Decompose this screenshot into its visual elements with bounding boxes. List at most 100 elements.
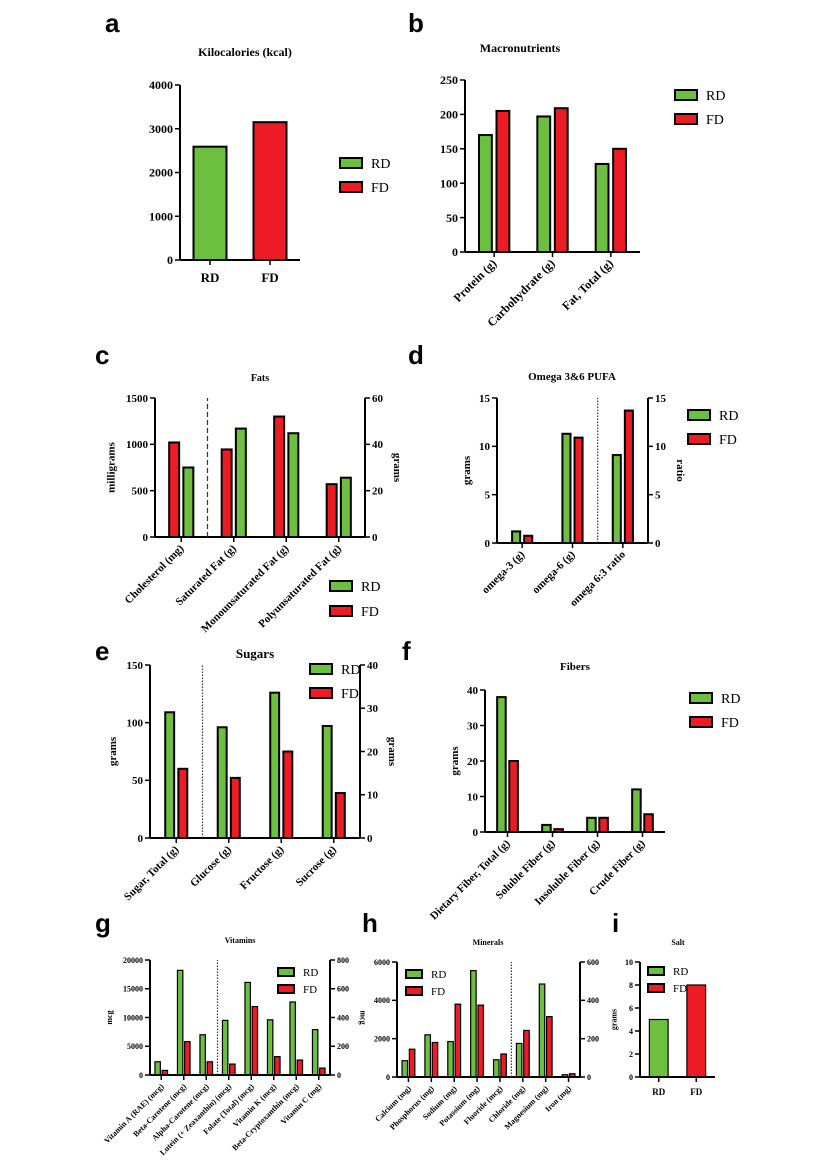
y-tick-label: 20 — [467, 756, 479, 768]
y-tick-label: 500 — [132, 486, 149, 498]
chart-title: Kilocalories (kcal) — [198, 45, 292, 59]
y-tick-label: 10 — [625, 958, 633, 967]
y-axis-label: grams — [107, 736, 119, 766]
bar-RD-4 — [221, 1019, 229, 1076]
y2-axis-label: grams — [391, 453, 403, 483]
bar-RD-3 — [586, 816, 597, 833]
y2-tick-label: 20 — [372, 486, 384, 498]
y2-tick-label: 20 — [367, 746, 379, 758]
legend-label-RD: RD — [341, 663, 360, 678]
y-tick-label: 0 — [143, 532, 149, 544]
x-tick-label: Sugar, Total (g) — [122, 843, 182, 903]
bar-RD-3 — [269, 691, 281, 839]
y2-tick-label: 0 — [337, 1071, 341, 1080]
bar-FD-2 — [431, 1041, 439, 1078]
bar-FD-2 — [184, 1041, 191, 1076]
bar-RD-2 — [686, 984, 707, 1078]
bar-RD-1 — [154, 1061, 161, 1076]
x-tick-label: Fat, Total (g) — [559, 256, 616, 313]
chart-e: Sugars Sugar, Total (g) Glucose (g) Fructos… — [107, 646, 398, 903]
bar-RD-7 — [538, 983, 546, 1078]
bar-RD-4 — [631, 788, 642, 834]
x-tick-label: FD — [261, 270, 278, 285]
chart-a: Kilocalories (kcal) RD FD 0 1000 2000 3000 4000… — [149, 45, 390, 285]
y2-tick-label: 400 — [337, 1013, 349, 1022]
bar-RD-2 — [176, 969, 184, 1076]
y-tick-label: 6 — [629, 1004, 633, 1013]
y-tick-label: 5 — [485, 490, 491, 502]
bar-FD-5 — [251, 1005, 259, 1076]
bar-RD-1 — [192, 145, 228, 261]
bar-RD-3 — [199, 1034, 206, 1076]
bar-FD-4 — [477, 1004, 485, 1078]
bar-RD-1 — [182, 466, 195, 538]
legend-label-FD: FD — [341, 687, 359, 702]
y-tick-label: 0 — [139, 1071, 143, 1080]
y-tick-label: 15000 — [123, 985, 143, 994]
bar-FD-1 — [408, 1048, 416, 1078]
bar-RD-5 — [244, 981, 251, 1076]
y-tick-label: 250 — [440, 73, 458, 87]
chart-title: Fats — [251, 373, 269, 384]
bar-RD-2 — [541, 823, 552, 834]
bar-RD-4 — [470, 970, 477, 1078]
bar-FD-8 — [319, 1067, 326, 1076]
y-tick-label: 100 — [440, 176, 458, 190]
bar-RD-3 — [287, 432, 300, 539]
bar-FD-4 — [643, 813, 654, 833]
y2-tick-label: 60 — [372, 393, 384, 405]
panel-label-a: a — [105, 8, 120, 38]
legend-label-RD: RD — [673, 966, 688, 978]
legend-swatch-RD — [339, 157, 363, 169]
y2-tick-label: 0 — [587, 1073, 591, 1082]
bar-FD-2 — [553, 107, 569, 254]
y-tick-label: 0 — [167, 253, 173, 267]
y2-tick-label: 600 — [337, 985, 349, 994]
x-tick-label: Dietary Fiber, Total (g) — [428, 837, 513, 922]
legend-swatch-FD — [405, 986, 423, 996]
chart-title: Macronutrients — [480, 41, 561, 55]
y-tick-label: 4000 — [374, 996, 390, 1005]
y-tick-label: 4000 — [149, 78, 173, 92]
panel-label-h: h — [362, 908, 378, 938]
bar-RD-1 — [511, 530, 522, 545]
y-tick-label: 10 — [467, 791, 479, 803]
y-tick-label: 2000 — [149, 166, 173, 180]
bar-RD-1 — [496, 696, 507, 833]
y2-tick-label: 40 — [372, 439, 384, 451]
x-tick-label: RD — [201, 270, 220, 285]
bar-FD-6 — [523, 1029, 530, 1078]
legend-swatch-RD — [674, 89, 698, 101]
bar-FD-1 — [508, 760, 519, 833]
legend-label-RD: RD — [371, 157, 390, 172]
bar-FD-2 — [573, 436, 584, 544]
y2-tick-label: 30 — [367, 703, 379, 715]
y-axis-label: grams — [449, 746, 461, 776]
y2-axis-label: mcg — [358, 1010, 367, 1024]
legend-swatch-FD — [687, 433, 711, 445]
bar-RD-2 — [216, 726, 228, 840]
y-tick-label: 0 — [452, 245, 458, 259]
y2-tick-label: 600 — [587, 958, 599, 967]
y-tick-label: 1000 — [126, 439, 149, 451]
chart-title: Omega 3&6 PUFA — [528, 371, 616, 383]
bar-RD-1 — [648, 1018, 669, 1078]
y-tick-label: 5000 — [127, 1042, 143, 1051]
y-tick-label: 150 — [440, 142, 458, 156]
y2-tick-label: 15 — [655, 393, 667, 405]
panel-label-d: d — [408, 340, 424, 370]
legend-label-FD: FD — [371, 181, 389, 196]
bar-RD-3 — [611, 454, 622, 544]
chart-i: Salt RD FD 0 2 4 6 8 10 grams RD FD — [609, 938, 715, 1097]
y-tick-label: 0 — [138, 833, 144, 845]
chart-title: Vitamins — [225, 936, 256, 945]
legend-label-RD: RD — [361, 580, 380, 595]
x-tick-label: Monounsaturated Fat (g) — [199, 542, 292, 635]
bar-FD-4 — [229, 1063, 236, 1076]
x-tick-label: FD — [690, 1087, 702, 1097]
legend-label-FD: FD — [431, 986, 445, 998]
bar-RD-2 — [424, 1034, 431, 1078]
